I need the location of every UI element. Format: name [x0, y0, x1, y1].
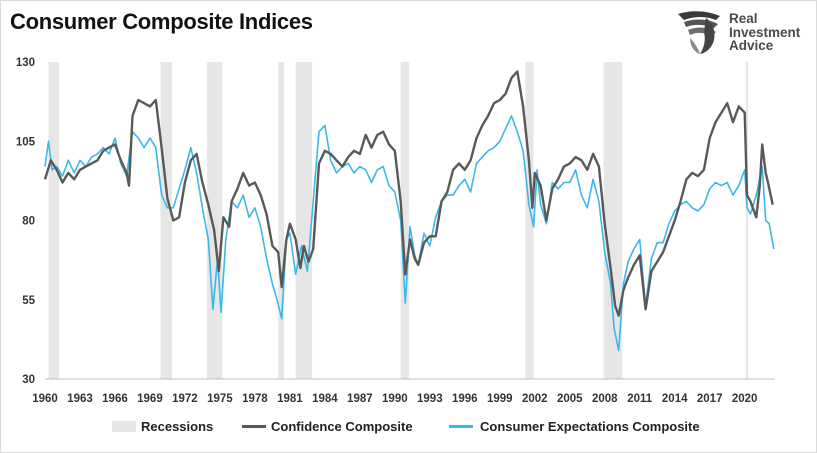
- chart-legend: Recessions Confidence Composite Consumer…: [0, 417, 817, 437]
- legend-item-recessions: Recessions: [112, 417, 222, 437]
- x-tick-label-1993: 1993: [417, 393, 443, 405]
- x-tick-label-1966: 1966: [102, 393, 128, 405]
- expectations-composite-line: [44, 115, 775, 352]
- brand-logo: Real Investment Advice: [676, 8, 811, 60]
- legend-item-expectations: Consumer Expectations Composite: [449, 417, 719, 437]
- y-tick-label-80: 80: [22, 216, 35, 228]
- chart-title: Consumer Composite Indices: [10, 9, 313, 34]
- x-tick-label-1978: 1978: [242, 393, 268, 405]
- recession-band-1: [160, 62, 173, 379]
- legend-swatch-expectations: [449, 425, 473, 428]
- tick-labels: 30 55 80 105 130 1960 1963 1966 1969 1972 1975 1978…: [16, 57, 758, 405]
- logo-wordmark: Real Investment Advice: [729, 12, 800, 53]
- series-lines: [43, 70, 775, 352]
- legend-swatch-confidence: [242, 425, 266, 428]
- line-chart: 30 55 80 105 130 1960 1963 1966 1969 1972 1975 1978…: [16, 57, 775, 405]
- recession-bands: [48, 62, 749, 379]
- recession-band-4: [295, 62, 313, 379]
- x-tick-label-1963: 1963: [67, 393, 93, 405]
- x-tick-label-1975: 1975: [207, 393, 233, 405]
- y-tick-label-55: 55: [22, 295, 35, 307]
- x-tick-label-2020: 2020: [732, 393, 758, 405]
- x-tick-label-2017: 2017: [697, 393, 723, 405]
- x-tick-label-1960: 1960: [32, 393, 58, 405]
- eagle-logo-icon: [678, 11, 720, 54]
- x-tick-label-1987: 1987: [347, 393, 373, 405]
- x-tick-label-2002: 2002: [522, 393, 548, 405]
- legend-label-recessions: Recessions: [141, 419, 214, 434]
- logo-line-3: Advice: [729, 38, 774, 53]
- logo-line-2: Investment: [729, 24, 801, 40]
- recession-band-5: [400, 62, 409, 379]
- x-tick-label-1981: 1981: [277, 393, 303, 405]
- confidence-composite-line: [43, 70, 774, 317]
- x-tick-label-2014: 2014: [662, 393, 688, 405]
- x-tick-label-2005: 2005: [557, 393, 583, 405]
- x-tick-label-2011: 2011: [627, 393, 653, 405]
- x-tick-label-2008: 2008: [592, 393, 618, 405]
- legend-label-confidence: Confidence Composite: [271, 419, 413, 434]
- x-tick-label-1984: 1984: [312, 393, 338, 405]
- recession-band-6: [525, 62, 534, 379]
- legend-swatch-recessions: [112, 421, 136, 432]
- logo-line-1: Real: [729, 11, 758, 26]
- legend-label-expectations: Consumer Expectations Composite: [480, 419, 700, 434]
- x-tick-label-1972: 1972: [172, 393, 198, 405]
- recession-band-0: [48, 62, 59, 379]
- y-tick-label-105: 105: [16, 136, 36, 148]
- recession-band-3: [278, 62, 285, 379]
- y-tick-label-130: 130: [16, 57, 35, 69]
- x-tick-label-1996: 1996: [452, 393, 478, 405]
- recession-band-8: [745, 62, 749, 379]
- recession-band-7: [603, 62, 623, 379]
- x-tick-label-1990: 1990: [382, 393, 408, 405]
- y-tick-label-30: 30: [22, 374, 35, 386]
- x-tick-label-1999: 1999: [487, 393, 513, 405]
- recession-band-2: [207, 62, 223, 379]
- legend-item-confidence: Confidence Composite: [242, 417, 432, 437]
- x-tick-label-1969: 1969: [137, 393, 163, 405]
